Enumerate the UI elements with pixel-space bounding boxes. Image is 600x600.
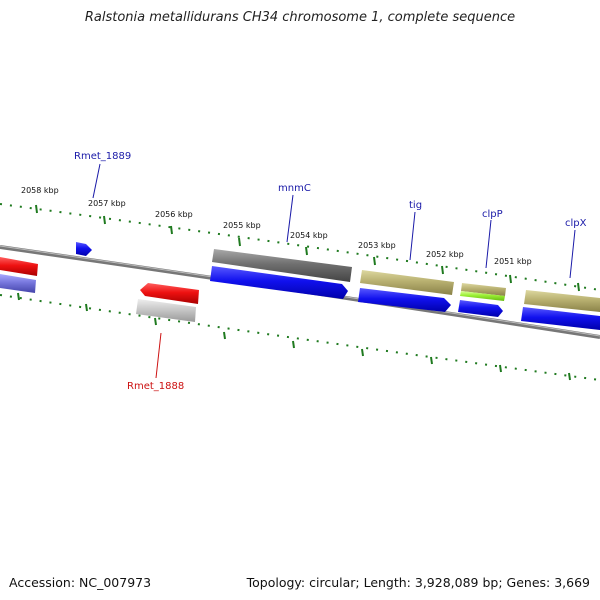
gene-label-tig[interactable]: tig xyxy=(409,200,422,211)
gene-clpP-blue-arrow[interactable] xyxy=(458,300,503,317)
kbp-label-2054: 2054 kbp xyxy=(290,231,328,240)
accession-text: Accession: NC_007973 xyxy=(9,575,152,590)
gene-left-red-block[interactable] xyxy=(0,257,38,276)
label-leaders xyxy=(92,163,576,379)
gene-clpX-block[interactable] xyxy=(524,290,600,312)
gene-clpX-blue-block[interactable] xyxy=(521,307,600,330)
kbp-label-2055: 2055 kbp xyxy=(223,221,261,230)
gene-tig-blue-arrow[interactable] xyxy=(358,288,451,312)
gene-left-lightblue-block[interactable] xyxy=(0,274,36,293)
gene-label-mnmC[interactable]: mnmC xyxy=(278,183,311,194)
gene-label-clpX[interactable]: clpX xyxy=(565,218,587,229)
gene-rmet1888-red-arrow[interactable] xyxy=(140,283,199,304)
gene-mnmC-blue-arrow[interactable] xyxy=(210,266,348,299)
gene-mnmC-block[interactable] xyxy=(212,249,352,282)
topology-summary: Topology: circular; Length: 3,928,089 bp… xyxy=(246,575,590,590)
gene-clpP-green-block[interactable] xyxy=(460,291,505,301)
inner-tick-ring xyxy=(0,294,600,381)
kbp-label-2052: 2052 kbp xyxy=(426,250,464,259)
kbp-label-2058: 2058 kbp xyxy=(21,186,59,195)
gene-rmet1889-arrow[interactable] xyxy=(76,242,92,256)
gene-label-clpP[interactable]: clpP xyxy=(482,209,503,220)
gene-label-rmet1888[interactable]: Rmet_1888 xyxy=(127,381,184,392)
outer-tick-ring xyxy=(0,203,600,291)
kbp-label-2051: 2051 kbp xyxy=(494,257,532,266)
outer-major-ticks xyxy=(35,204,580,292)
inner-major-ticks xyxy=(17,292,571,381)
kbp-label-2057: 2057 kbp xyxy=(88,199,126,208)
kbp-label-2053: 2053 kbp xyxy=(358,241,396,250)
gene-label-rmet1889[interactable]: Rmet_1889 xyxy=(74,151,131,162)
kbp-label-2056: 2056 kbp xyxy=(155,210,193,219)
gene-rmet1888-gray-block[interactable] xyxy=(136,299,196,322)
map-title: Ralstonia metallidurans CH34 chromosome … xyxy=(84,10,516,25)
gene-tig-block[interactable] xyxy=(360,270,454,295)
gene-clpP-block[interactable] xyxy=(461,283,506,296)
